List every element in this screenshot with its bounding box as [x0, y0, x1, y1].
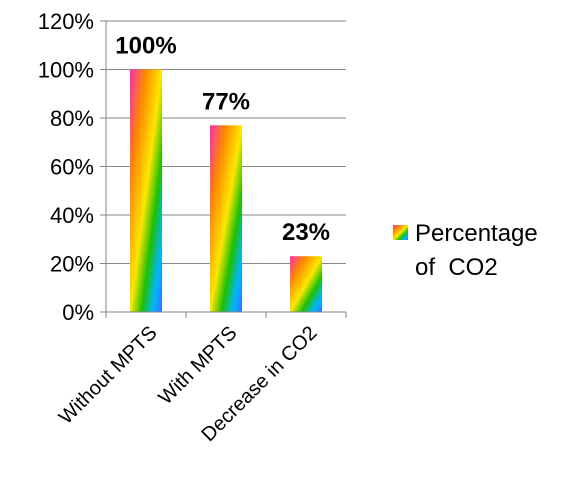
y-tick-labels: 0% 20% 40% 60% 80% 100% 120% — [38, 9, 94, 325]
data-label: 77% — [202, 88, 250, 115]
bar — [210, 125, 242, 313]
legend-swatch — [393, 225, 408, 240]
x-tick-label: Without MPTS — [55, 322, 162, 429]
y-tick-label: 80% — [50, 106, 94, 131]
bars — [130, 69, 322, 313]
legend: Percentage of CO2 — [393, 220, 538, 281]
axes — [100, 20, 347, 318]
bar — [290, 256, 322, 312]
y-tick-label: 40% — [50, 203, 94, 228]
y-tick-label: 100% — [38, 58, 94, 83]
y-tick-label: 0% — [62, 300, 94, 325]
x-tick-label: With MPTS — [154, 322, 241, 409]
bar — [130, 69, 162, 312]
y-tick-label: 20% — [50, 252, 94, 277]
legend-label-line1: Percentage — [415, 220, 538, 247]
data-label: 23% — [282, 219, 330, 246]
y-tick-label: 60% — [50, 155, 94, 180]
y-tick-label: 120% — [38, 9, 94, 34]
data-label: 100% — [115, 33, 176, 60]
data-labels: 100% 77% 23% — [115, 33, 330, 247]
legend-label-line2: of CO2 — [415, 254, 498, 281]
